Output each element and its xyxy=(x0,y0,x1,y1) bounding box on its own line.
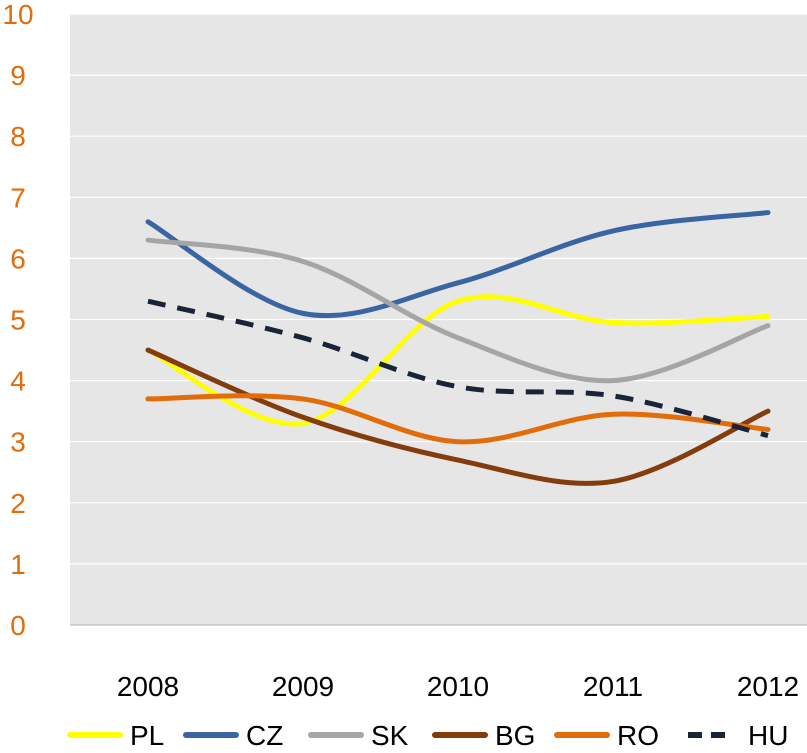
series-line-sk xyxy=(145,237,771,384)
legend-item-hu: HU xyxy=(688,720,788,751)
series-line-pl xyxy=(145,294,771,427)
legend-label: PL xyxy=(130,720,164,748)
legend-label: BG xyxy=(495,720,535,748)
x-tick-label: 2009 xyxy=(272,671,334,702)
series-line-hu xyxy=(147,298,769,439)
y-axis-ticks: 0 1 2 3 4 5 6 7 8 9 10 xyxy=(2,0,33,641)
x-tick-label: 2008 xyxy=(117,671,179,702)
legend-item-sk: SK xyxy=(308,720,409,751)
x-axis-ticks: 2008 2009 2010 2011 2012 xyxy=(117,671,799,702)
legend-label: SK xyxy=(371,720,409,748)
legend: PL CZ SK BG RO HU xyxy=(67,720,788,751)
y-tick-label: 0 xyxy=(10,610,26,641)
y-tick-label: 9 xyxy=(10,60,26,91)
legend-item-cz: CZ xyxy=(183,720,283,751)
series-line-cz xyxy=(145,210,771,319)
x-tick-label: 2010 xyxy=(427,671,489,702)
x-tick-label: 2012 xyxy=(737,671,799,702)
x-tick-label: 2011 xyxy=(583,671,643,702)
legend-label: HU xyxy=(748,720,788,748)
y-tick-label: 6 xyxy=(10,243,26,274)
y-tick-label: 1 xyxy=(10,549,26,580)
series-line-ro xyxy=(145,393,771,445)
legend-item-ro: RO xyxy=(554,720,659,751)
legend-item-pl: PL xyxy=(67,720,164,751)
series-lines xyxy=(145,210,771,486)
legend-label: CZ xyxy=(246,720,283,748)
y-tick-label: 5 xyxy=(10,305,26,336)
y-tick-label: 3 xyxy=(10,427,26,458)
legend-label: RO xyxy=(617,720,659,748)
y-tick-label: 8 xyxy=(10,121,26,152)
y-tick-label: 7 xyxy=(10,182,26,213)
legend-item-bg: BG xyxy=(432,720,535,751)
y-tick-label: 10 xyxy=(2,0,33,30)
y-tick-label: 2 xyxy=(10,488,26,519)
y-tick-label: 4 xyxy=(10,366,26,397)
